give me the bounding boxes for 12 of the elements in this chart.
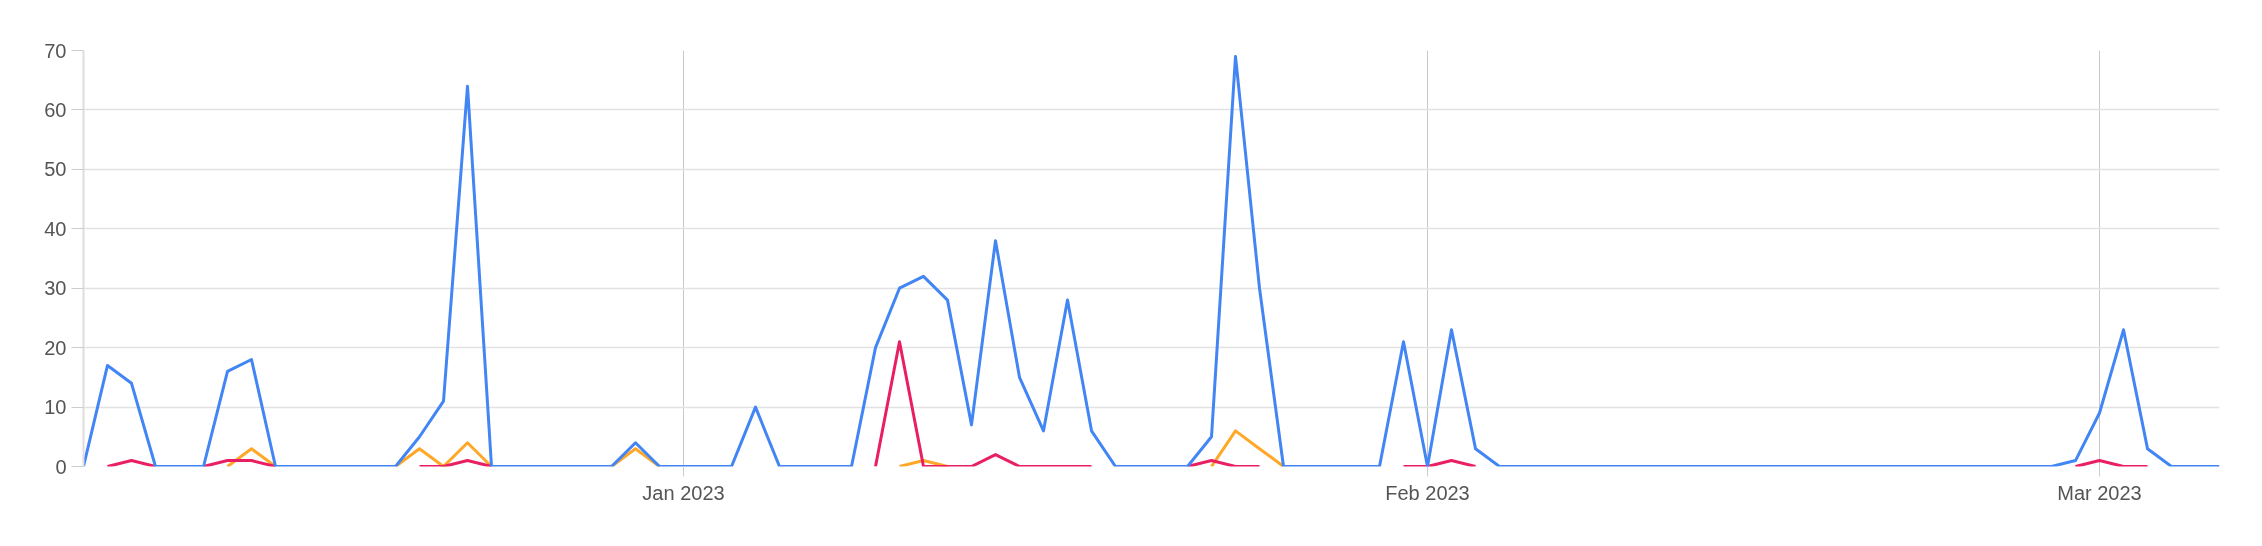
line-series	[83, 54, 2220, 467]
y-tick-label: 70	[44, 39, 67, 62]
y-tick-label: 60	[44, 98, 67, 121]
y-tick-label: 0	[55, 455, 67, 478]
y-tick-label: 40	[44, 217, 67, 240]
x-tick-label: Jan 2023	[642, 481, 725, 504]
x-tick-label: Feb 2023	[1385, 481, 1470, 504]
y-tick-label: 10	[44, 396, 67, 419]
y-tick-label: 50	[44, 158, 67, 181]
x-tick-label: Mar 2023	[2057, 481, 2142, 504]
y-tick-label: 20	[44, 336, 67, 359]
y-tick-label: 30	[44, 277, 67, 300]
